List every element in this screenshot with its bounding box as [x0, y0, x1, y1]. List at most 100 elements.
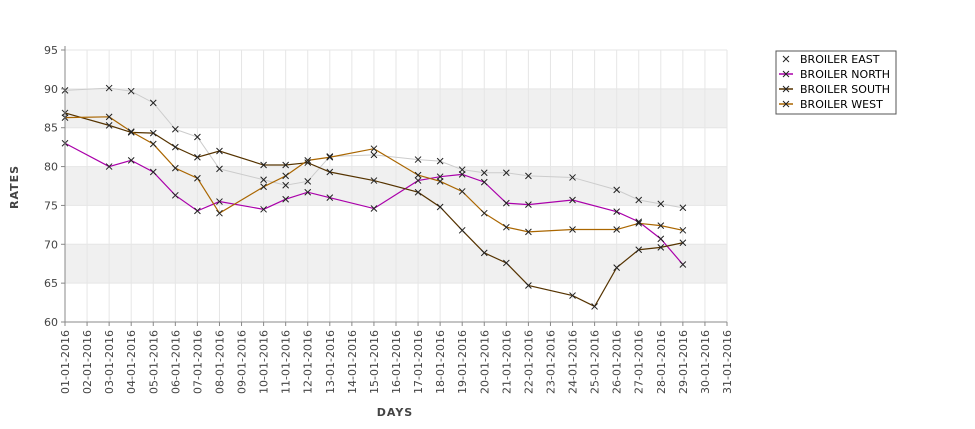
data-point-marker: [414, 188, 422, 196]
legend-marker: [782, 85, 790, 93]
data-point-marker: [127, 128, 135, 135]
data-point-marker: [657, 244, 665, 251]
y-tick-labels: 60 65 70 75 80 85 90 95: [44, 44, 58, 329]
data-point-marker: [194, 207, 201, 215]
data-point-marker: [480, 169, 488, 177]
data-point-marker: [370, 145, 378, 153]
legend: BROILER EAST BROILER NORTH BROILER SOUTH BR…: [775, 50, 897, 115]
data-point-marker: [105, 84, 113, 92]
x-tick-label: 23-01-2016: [544, 330, 557, 394]
data-point-marker: [216, 209, 223, 217]
y-tick-label: 75: [44, 199, 58, 212]
data-point-marker: [171, 143, 179, 151]
data-point-marker: [414, 171, 422, 179]
data-point-marker: [613, 264, 621, 271]
data-point-marker: [105, 122, 113, 129]
legend-marker: [782, 100, 790, 108]
series-markers: [61, 84, 687, 310]
data-point-marker: [304, 159, 312, 167]
data-point-marker: [127, 157, 135, 164]
data-point-marker: [216, 165, 223, 173]
data-point-marker: [304, 188, 312, 196]
data-point-marker: [436, 203, 444, 211]
x-tick-label: 11-01-2016: [280, 330, 293, 394]
data-point-marker: [260, 176, 267, 184]
x-tick-label: 07-01-2016: [191, 330, 204, 394]
data-point-marker: [260, 183, 267, 191]
x-tick-label: 01-01-2016: [59, 330, 72, 394]
x-tick-labels: 01-01-2016 02-01-2016 03-01-2016 04-01-2016…: [59, 330, 734, 394]
y-tick-label: 90: [44, 83, 58, 96]
x-tick-label: 19-01-2016: [456, 330, 469, 394]
data-point-marker: [105, 163, 113, 170]
data-point-marker: [569, 226, 576, 233]
y-tick-label: 95: [44, 44, 58, 57]
x-tick-label: 05-01-2016: [147, 330, 160, 394]
data-point-marker: [194, 133, 201, 141]
x-axis-title: DAYS: [377, 406, 413, 419]
x-tick-label: 03-01-2016: [103, 330, 116, 394]
data-point-marker: [569, 292, 576, 299]
x-tick-label: 12-01-2016: [302, 330, 315, 394]
data-point-marker: [216, 147, 223, 155]
legend-label: BROILER NORTH: [800, 68, 890, 81]
data-point-marker: [326, 153, 334, 160]
y-tick-label: 60: [44, 316, 58, 329]
x-tick-label: 09-01-2016: [236, 330, 249, 394]
data-point-marker: [370, 151, 378, 159]
data-point-marker: [171, 164, 179, 172]
x-tick-label: 29-01-2016: [677, 330, 690, 394]
x-tick-label: 21-01-2016: [500, 330, 513, 394]
data-point-marker: [613, 208, 621, 215]
data-point-marker: [304, 177, 312, 185]
data-point-marker: [613, 186, 621, 194]
x-tick-label: 06-01-2016: [169, 330, 182, 394]
x-tick-label: 24-01-2016: [567, 330, 580, 394]
data-point-marker: [171, 191, 179, 199]
data-point-marker: [525, 228, 532, 236]
data-point-marker: [679, 226, 687, 234]
data-point-marker: [326, 168, 334, 176]
legend-label: BROILER SOUTH: [800, 83, 890, 96]
data-point-marker: [458, 188, 466, 195]
y-tick-label: 80: [44, 161, 58, 174]
data-point-marker: [127, 87, 135, 95]
data-point-marker: [171, 125, 179, 133]
data-point-marker: [613, 226, 621, 233]
data-point-marker: [657, 200, 665, 208]
data-point-marker: [502, 259, 510, 267]
data-point-marker: [149, 99, 157, 107]
x-tick-label: 30-01-2016: [699, 330, 712, 394]
y-tick-label: 70: [44, 238, 58, 251]
data-point-marker: [149, 129, 157, 137]
data-point-marker: [282, 195, 290, 203]
data-point-marker: [436, 177, 444, 185]
data-point-marker: [480, 209, 488, 217]
data-point-marker: [569, 174, 576, 181]
y-tick-label: 65: [44, 277, 58, 290]
data-point-marker: [194, 153, 201, 161]
x-tick-label: 13-01-2016: [324, 330, 337, 394]
data-point-marker: [127, 129, 135, 136]
x-tick-label: 27-01-2016: [633, 330, 646, 394]
data-point-marker: [194, 174, 201, 182]
data-point-marker: [282, 172, 290, 180]
data-point-marker: [458, 170, 466, 178]
data-point-marker: [525, 201, 532, 209]
data-point-marker: [657, 235, 665, 243]
data-point-marker: [105, 113, 113, 121]
data-point-marker: [525, 282, 532, 289]
data-point-marker: [370, 205, 378, 212]
data-point-marker: [260, 205, 267, 213]
data-point-marker: [149, 168, 157, 176]
x-tick-label: 18-01-2016: [434, 330, 447, 394]
legend-label: BROILER WEST: [800, 98, 883, 111]
data-point-marker: [502, 169, 510, 177]
y-axis-title: RATES: [8, 165, 21, 209]
data-point-marker: [216, 198, 223, 205]
x-tick-label: 08-01-2016: [213, 330, 226, 394]
legend-label: BROILER EAST: [800, 53, 880, 66]
data-point-marker: [260, 161, 267, 169]
data-point-marker: [282, 181, 290, 189]
